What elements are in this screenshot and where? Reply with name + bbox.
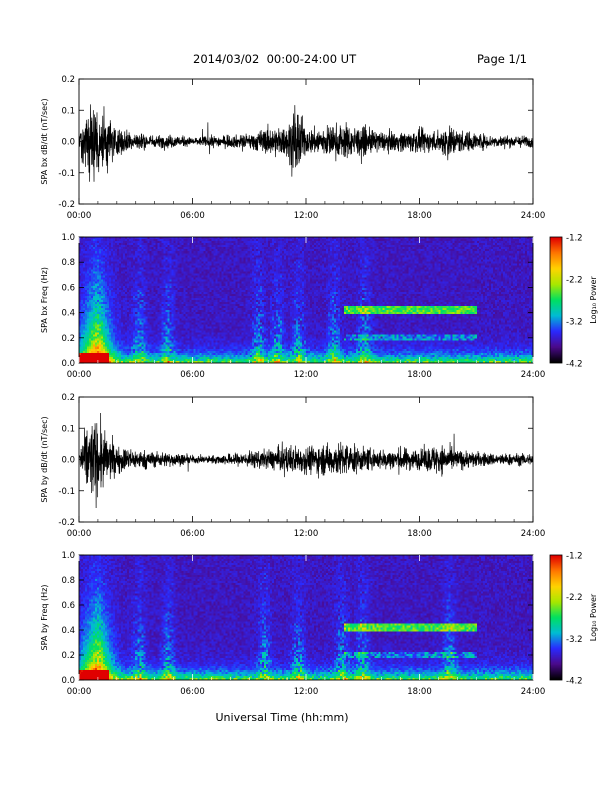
y-tick-label: -0.2	[58, 200, 75, 210]
colorbar-tick-label: -4.2	[566, 677, 583, 687]
colorbar-tick-label: -4.2	[566, 360, 583, 370]
colorbar-frame	[549, 236, 563, 364]
y-tick-label: 1.0	[61, 551, 75, 561]
waveform-trace	[79, 104, 533, 182]
colorbar-tick-label: -1.2	[566, 234, 583, 244]
x-tick-label: 00:00	[67, 529, 92, 539]
plot-title: 2014/03/02 00:00-24:00 UT	[193, 52, 357, 66]
y-tick-label: 0.6	[61, 283, 75, 293]
y-tick-label: 0.1	[61, 424, 75, 434]
x-tick-label: 18:00	[407, 687, 432, 697]
x-tick-label: 06:00	[180, 529, 205, 539]
y-tick-label: 0.8	[61, 576, 75, 586]
y-tick-label: 0.0	[61, 138, 75, 148]
y-tick-label: -0.1	[58, 487, 75, 497]
y-tick-label: 0.4	[61, 626, 75, 636]
page-indicator: Page 1/1	[477, 52, 528, 66]
x-tick-label: 24:00	[521, 687, 546, 697]
x-axis-label: Universal Time (hh:mm)	[216, 711, 349, 724]
x-tick-label: 24:00	[521, 211, 546, 221]
y-tick-label: 0.0	[61, 456, 75, 466]
x-tick-label: 00:00	[67, 370, 92, 380]
colorbar-label: Log₁₀ Power	[589, 276, 598, 324]
x-tick-label: 06:00	[180, 370, 205, 380]
y-tick-label: -0.1	[58, 169, 75, 179]
colorbar-tick-label: -3.2	[566, 635, 583, 645]
y-tick-label: 0.8	[61, 258, 75, 268]
x-tick-label: 12:00	[294, 529, 319, 539]
colorbar-tick-label: -2.2	[566, 593, 583, 603]
waveform-trace	[79, 413, 533, 509]
x-tick-label: 18:00	[407, 529, 432, 539]
y-tick-label: 0.0	[61, 676, 75, 686]
colorbar-label: Log₁₀ Power	[589, 593, 598, 641]
spectrogram-image	[79, 237, 533, 363]
y-axis-label: SPA bx Freq (Hz)	[40, 267, 49, 333]
x-tick-label: 06:00	[180, 687, 205, 697]
colorbar-frame	[549, 554, 563, 681]
y-axis-label: SPA bx dB/dt (nT/sec)	[40, 98, 49, 184]
y-axis-label: SPA by dB/dt (nT/sec)	[40, 416, 49, 502]
colorbar-gradient	[550, 555, 562, 680]
y-tick-label: 0.4	[61, 309, 75, 319]
x-tick-label: 24:00	[521, 529, 546, 539]
y-tick-label: 0.2	[61, 334, 75, 344]
x-tick-label: 12:00	[294, 370, 319, 380]
y-tick-label: 0.2	[61, 75, 75, 85]
x-tick-label: 24:00	[521, 370, 546, 380]
x-tick-label: 12:00	[294, 211, 319, 221]
colorbar-tick-label: -3.2	[566, 318, 583, 328]
y-tick-label: 0.1	[61, 106, 75, 116]
spectrogram-image	[79, 555, 533, 680]
x-tick-label: 18:00	[407, 211, 432, 221]
x-tick-label: 12:00	[294, 687, 319, 697]
colorbar-gradient	[550, 237, 562, 363]
y-axis-label: SPA by Freq (Hz)	[40, 585, 49, 651]
x-tick-label: 00:00	[67, 687, 92, 697]
x-tick-label: 00:00	[67, 211, 92, 221]
y-tick-label: 0.6	[61, 601, 75, 611]
y-tick-label: 0.0	[61, 359, 75, 369]
colorbar-tick-label: -1.2	[566, 552, 583, 562]
colorbar-tick-label: -2.2	[566, 276, 583, 286]
y-tick-label: 1.0	[61, 233, 75, 243]
x-tick-label: 06:00	[180, 211, 205, 221]
y-tick-label: 0.2	[61, 651, 75, 661]
y-tick-label: 0.2	[61, 393, 75, 403]
x-tick-label: 18:00	[407, 370, 432, 380]
y-tick-label: -0.2	[58, 518, 75, 528]
